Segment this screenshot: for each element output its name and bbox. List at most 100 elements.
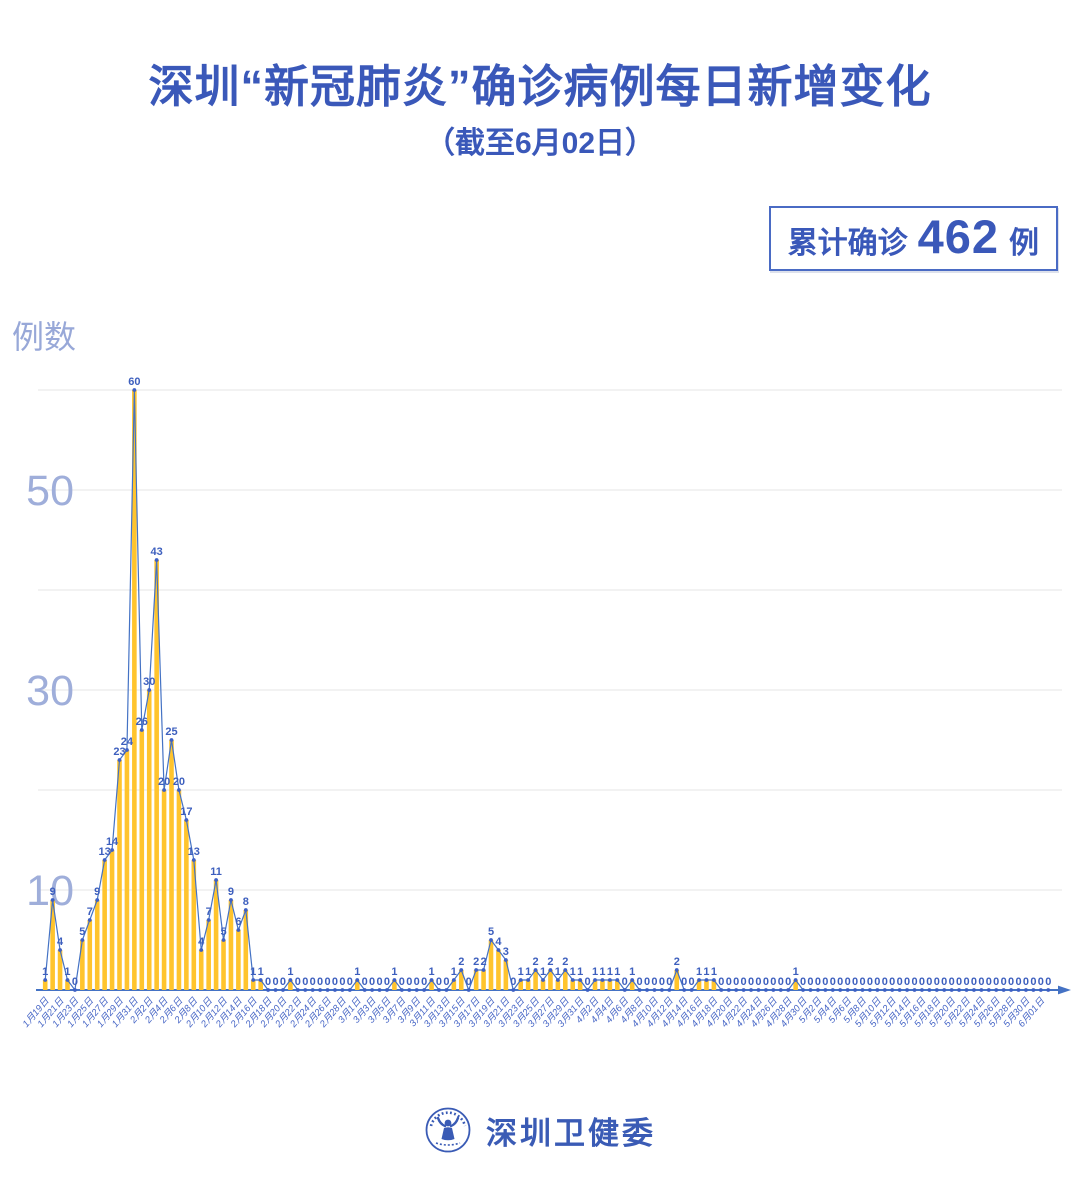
svg-text:5: 5 [220, 926, 226, 938]
svg-text:0: 0 [763, 976, 769, 988]
svg-text:0: 0 [852, 976, 858, 988]
svg-text:1: 1 [258, 966, 264, 978]
svg-text:0: 0 [466, 976, 472, 988]
svg-text:0: 0 [800, 976, 806, 988]
svg-text:0: 0 [837, 976, 843, 988]
svg-text:0: 0 [421, 976, 427, 988]
svg-text:0: 0 [882, 976, 888, 988]
svg-text:0: 0 [934, 976, 940, 988]
svg-text:1: 1 [577, 966, 583, 978]
svg-text:25: 25 [165, 726, 177, 738]
svg-text:9: 9 [94, 886, 100, 898]
svg-text:0: 0 [384, 976, 390, 988]
svg-text:0: 0 [1001, 976, 1007, 988]
svg-text:0: 0 [659, 976, 665, 988]
page-subtitle: （截至6月02日） [424, 127, 656, 160]
svg-text:0: 0 [904, 976, 910, 988]
svg-text:0: 0 [585, 976, 591, 988]
svg-text:0: 0 [324, 976, 330, 988]
svg-text:1: 1 [540, 966, 546, 978]
svg-text:0: 0 [830, 976, 836, 988]
svg-text:1: 1 [629, 966, 635, 978]
svg-text:0: 0 [986, 976, 992, 988]
svg-text:0: 0 [622, 976, 628, 988]
svg-text:0: 0 [1015, 976, 1021, 988]
footer-org-name: 深圳卫健委 [486, 1115, 656, 1151]
svg-text:1: 1 [64, 966, 70, 978]
svg-text:0: 0 [651, 976, 657, 988]
svg-text:0: 0 [681, 976, 687, 988]
svg-text:9: 9 [50, 886, 56, 898]
svg-text:13: 13 [188, 846, 200, 858]
svg-text:0: 0 [436, 976, 442, 988]
svg-text:0: 0 [317, 976, 323, 988]
svg-text:0: 0 [963, 976, 969, 988]
svg-text:2: 2 [473, 956, 479, 968]
svg-text:30: 30 [143, 676, 155, 688]
svg-text:0: 0 [637, 976, 643, 988]
svg-text:0: 0 [272, 976, 278, 988]
svg-text:1: 1 [711, 966, 717, 978]
svg-text:0: 0 [399, 976, 405, 988]
svg-text:2: 2 [674, 956, 680, 968]
svg-text:1: 1 [793, 966, 799, 978]
svg-text:0: 0 [778, 976, 784, 988]
svg-text:1: 1 [518, 966, 524, 978]
svg-text:0: 0 [369, 976, 375, 988]
svg-text:0: 0 [867, 976, 873, 988]
svg-text:1: 1 [287, 966, 293, 978]
svg-text:4: 4 [57, 936, 64, 948]
svg-text:6: 6 [235, 916, 241, 928]
svg-text:1: 1 [555, 966, 561, 978]
svg-text:10: 10 [26, 867, 74, 915]
badge-value: 462 [917, 210, 999, 263]
svg-text:2: 2 [547, 956, 553, 968]
svg-text:20: 20 [173, 776, 185, 788]
svg-text:0: 0 [726, 976, 732, 988]
svg-text:0: 0 [926, 976, 932, 988]
svg-text:0: 0 [941, 976, 947, 988]
svg-text:0: 0 [770, 976, 776, 988]
svg-text:0: 0 [406, 976, 412, 988]
svg-text:7: 7 [87, 906, 93, 918]
svg-text:0: 0 [785, 976, 791, 988]
svg-text:17: 17 [180, 806, 192, 818]
svg-text:1: 1 [592, 966, 598, 978]
svg-text:0: 0 [443, 976, 449, 988]
svg-text:0: 0 [644, 976, 650, 988]
cumulative-total-badge: 累计确诊 462 例 [768, 206, 1058, 271]
svg-text:1: 1 [607, 966, 613, 978]
y-axis-title: 例数 [12, 319, 77, 355]
svg-text:0: 0 [748, 976, 754, 988]
svg-text:0: 0 [265, 976, 271, 988]
svg-text:0: 0 [347, 976, 353, 988]
svg-text:0: 0 [1023, 976, 1029, 988]
badge-unit: 例 [1009, 227, 1039, 260]
svg-text:14: 14 [106, 836, 119, 848]
svg-text:0: 0 [993, 976, 999, 988]
svg-text:0: 0 [956, 976, 962, 988]
svg-text:0: 0 [889, 976, 895, 988]
svg-text:0: 0 [741, 976, 747, 988]
svg-text:0: 0 [949, 976, 955, 988]
svg-text:1: 1 [391, 966, 397, 978]
svg-text:0: 0 [376, 976, 382, 988]
svg-text:9: 9 [228, 886, 234, 898]
svg-text:4: 4 [198, 936, 205, 948]
page-title: 深圳“新冠肺炎”确诊病例每日新增变化 [148, 61, 932, 112]
svg-text:0: 0 [310, 976, 316, 988]
svg-text:1: 1 [525, 966, 531, 978]
svg-text:2: 2 [562, 956, 568, 968]
svg-text:0: 0 [859, 976, 865, 988]
svg-text:0: 0 [897, 976, 903, 988]
svg-text:1: 1 [614, 966, 620, 978]
svg-text:23: 23 [113, 746, 125, 758]
shenzhen-health-commission-logo-icon [425, 1107, 471, 1153]
svg-text:20: 20 [158, 776, 170, 788]
svg-text:13: 13 [99, 846, 111, 858]
svg-text:1: 1 [599, 966, 605, 978]
svg-text:8: 8 [243, 896, 249, 908]
svg-text:1: 1 [42, 966, 48, 978]
footer: 深圳卫健委 [0, 1106, 1080, 1154]
svg-text:24: 24 [121, 736, 134, 748]
